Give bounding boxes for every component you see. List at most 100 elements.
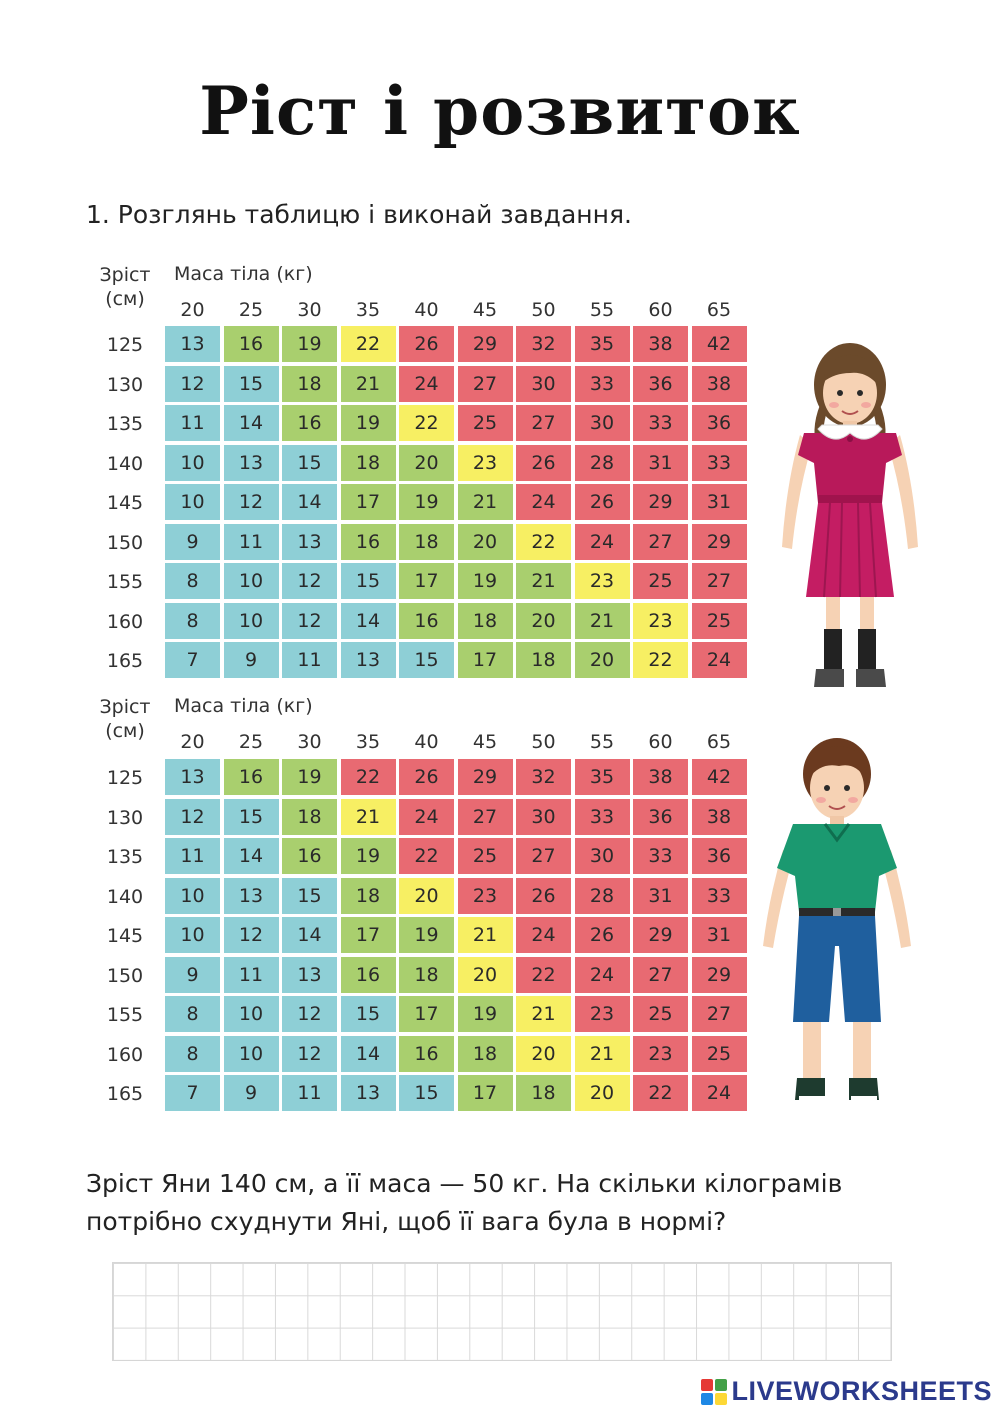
mass-tick: 45 [472,731,498,753]
mass-tick: 55 [589,731,615,753]
bmi-cell: 13 [282,956,337,993]
bmi-cell: 33 [633,838,688,874]
bmi-cell: 27 [691,996,747,1032]
mass-tick: 35 [355,731,381,753]
height-tick: 130 [106,806,144,829]
bmi-cell: 24 [516,917,571,953]
mass-tick: 25 [238,299,264,321]
bmi-cell: 15 [282,877,337,914]
height-tick: 125 [106,334,144,356]
bmi-cell: 33 [574,365,630,402]
bmi-cell: 17 [457,1075,513,1111]
liveworksheets-logo-icon [701,1378,728,1405]
bmi-cell: 36 [633,365,688,402]
height-header: Зріст (см) [90,263,160,311]
bmi-cell: 29 [691,956,747,993]
bmi-cell: 23 [633,602,688,639]
height-tick: 140 [106,452,144,475]
bmi-cell: 27 [457,798,513,835]
mass-tick: 25 [238,731,264,753]
bmi-cell: 25 [691,602,747,639]
girl-illustration [782,343,918,687]
mass-tick: 35 [355,299,381,321]
question-text: Зріст Яни 140 см, а її маса — 50 кг. На … [86,1169,843,1236]
bmi-cell: 26 [516,877,571,914]
bmi-cell: 19 [399,917,454,953]
bmi-cell: 22 [516,956,571,993]
bmi-cell: 22 [399,838,454,874]
height-tick: 135 [106,846,144,868]
height-tick: 145 [106,492,144,514]
bmi-cell: 24 [399,798,454,835]
bmi-cell: 33 [574,798,630,835]
bmi-cell: 11 [282,1075,337,1111]
bmi-cell: 11 [165,838,220,874]
bmi-cell: 21 [574,602,630,639]
bmi-cell: 26 [574,917,630,953]
bmi-cell: 11 [223,523,279,560]
bmi-cell: 10 [165,877,220,914]
bmi-cell: 18 [457,602,513,639]
bmi-cell: 42 [691,759,747,795]
mass-tick: 45 [472,299,498,321]
bmi-cell: 20 [399,444,454,481]
bmi-cell: 38 [691,798,747,835]
bmi-cell: 19 [282,759,337,795]
bmi-cell: 12 [282,1035,337,1072]
bmi-cell: 21 [516,563,571,599]
bmi-cell: 17 [399,563,454,599]
answer-grid[interactable] [112,1262,892,1361]
mass-header: Маса тіла (кг) [174,263,313,285]
bmi-cell: 18 [516,1075,571,1111]
bmi-cell: 13 [165,759,220,795]
bmi-cell: 8 [165,996,220,1032]
bmi-cell: 38 [691,365,747,402]
bmi-cell: 32 [516,326,571,362]
bmi-cell: 28 [574,444,630,481]
bmi-cell: 29 [633,484,688,520]
bmi-cell: 13 [223,444,279,481]
bmi-cell: 20 [574,642,630,678]
bmi-cell: 19 [282,326,337,362]
bmi-cell: 26 [399,326,454,362]
bmi-cell: 33 [633,405,688,441]
bmi-cell: 26 [516,444,571,481]
bmi-cell: 16 [340,956,396,993]
bmi-cell: 29 [457,759,513,795]
bmi-cell: 29 [457,326,513,362]
bmi-cell: 24 [574,956,630,993]
bmi-cell: 13 [223,877,279,914]
bmi-cell: 8 [165,602,220,639]
bmi-cell: 12 [165,365,220,402]
bmi-cell: 31 [691,917,747,953]
bmi-cell: 24 [516,484,571,520]
bmi-cell: 10 [223,602,279,639]
bmi-cell: 10 [223,563,279,599]
bmi-cell: 15 [340,563,396,599]
bmi-cell: 25 [691,1035,747,1072]
bmi-cell: 20 [457,523,513,560]
bmi-cell: 14 [223,838,279,874]
mass-tick: 30 [297,299,322,321]
mass-tick: 65 [706,731,732,753]
height-tick: 160 [106,610,144,633]
mass-tick: 65 [706,299,732,321]
height-label: Зріст [99,696,151,718]
bmi-cell: 15 [282,444,337,481]
mass-tick: 20 [180,731,205,753]
bmi-cell: 21 [340,798,396,835]
height-unit: (см) [105,720,145,742]
bmi-cell: 16 [223,759,279,795]
bmi-cell: 10 [165,484,220,520]
mass-tick: 20 [180,299,205,321]
bmi-cell: 31 [633,444,688,481]
bmi-cell: 21 [457,484,513,520]
bmi-cell: 14 [282,484,337,520]
bmi-cell: 38 [633,326,688,362]
height-tick: 150 [106,964,144,987]
bmi-cell: 29 [691,523,747,560]
bmi-cell: 13 [165,326,220,362]
bmi-cell: 17 [457,642,513,678]
bmi-cell: 20 [574,1075,630,1111]
mass-tick: 60 [648,299,673,321]
